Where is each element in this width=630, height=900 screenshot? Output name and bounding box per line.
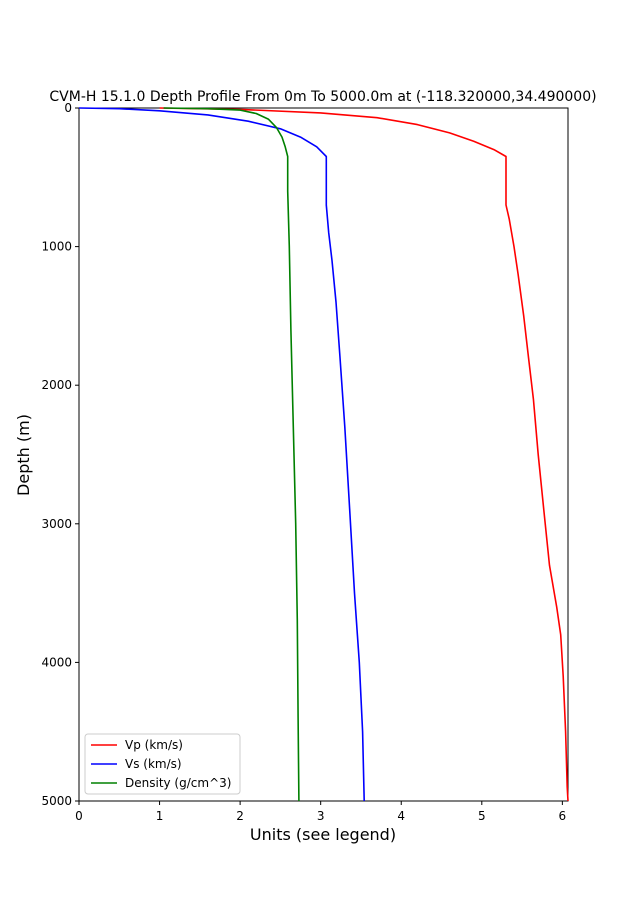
series-line-vp: [159, 107, 569, 802]
x-tick-label: 2: [236, 809, 244, 823]
legend-box: [84, 733, 241, 795]
series-line-density: [163, 107, 300, 802]
chart-title: CVM-H 15.1.0 Depth Profile From 0m To 50…: [49, 89, 596, 105]
x-tick-label: 5: [478, 809, 486, 823]
y-axis-title: Depth (m): [14, 414, 33, 496]
x-axis-ticks: 0 1 2 3 4 5 6: [75, 801, 566, 823]
series-line-vs: [78, 107, 365, 802]
y-tick-label: 0: [64, 101, 72, 115]
y-tick-label: 1000: [41, 240, 72, 254]
x-tick-label: 4: [397, 809, 405, 823]
y-axis-ticks: 0 1000 2000 3000 4000 5000: [41, 101, 79, 808]
y-tick-label: 5000: [41, 794, 72, 808]
x-axis-title: Units (see legend): [250, 825, 396, 844]
x-tick-label: 1: [156, 809, 164, 823]
x-tick-label: 3: [317, 809, 325, 823]
x-tick-label: 0: [75, 809, 83, 823]
legend-label-density: Density (g/cm^3): [125, 776, 231, 790]
series-lines: [78, 107, 569, 802]
legend: Vp (km/s) Vs (km/s) Density (g/cm^3): [84, 733, 241, 795]
x-tick-label: 6: [559, 809, 567, 823]
y-tick-label: 2000: [41, 378, 72, 392]
legend-label-vp: Vp (km/s): [125, 738, 183, 752]
plot-frame: [78, 107, 569, 802]
y-tick-label: 3000: [41, 517, 72, 531]
y-tick-label: 4000: [41, 655, 72, 669]
legend-label-vs: Vs (km/s): [125, 757, 182, 771]
